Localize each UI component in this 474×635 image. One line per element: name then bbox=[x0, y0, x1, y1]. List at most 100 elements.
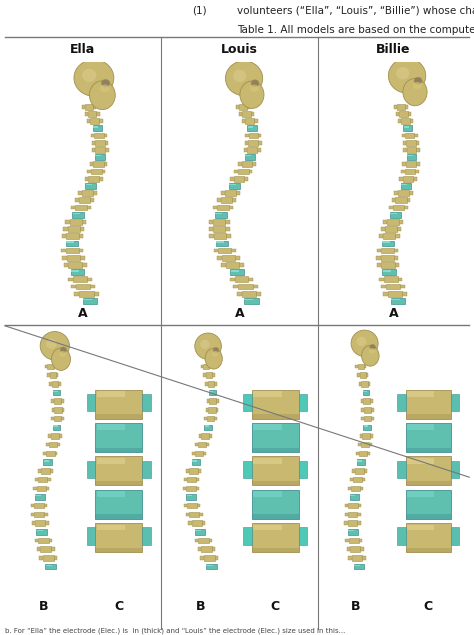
Bar bbox=[234, 170, 238, 173]
Bar bbox=[57, 443, 60, 446]
Bar bbox=[248, 133, 258, 138]
Bar bbox=[396, 112, 399, 116]
Bar bbox=[203, 364, 210, 369]
Bar bbox=[45, 521, 48, 525]
Bar bbox=[363, 391, 367, 392]
Bar bbox=[210, 364, 211, 368]
Bar bbox=[359, 538, 363, 542]
Bar bbox=[361, 417, 364, 420]
Bar bbox=[405, 133, 414, 138]
Bar bbox=[50, 469, 53, 472]
Bar bbox=[252, 523, 299, 552]
Text: A: A bbox=[389, 307, 398, 320]
Bar bbox=[257, 148, 261, 152]
Bar bbox=[54, 364, 56, 368]
Bar bbox=[407, 154, 417, 160]
Bar bbox=[191, 460, 200, 465]
Bar bbox=[44, 460, 49, 462]
Bar bbox=[255, 119, 257, 123]
Bar bbox=[201, 547, 212, 552]
Bar bbox=[407, 147, 416, 153]
Bar bbox=[390, 211, 401, 218]
Bar bbox=[76, 284, 91, 290]
Bar bbox=[198, 538, 209, 543]
Bar bbox=[68, 277, 73, 281]
Bar bbox=[97, 424, 125, 431]
Bar bbox=[398, 277, 402, 281]
Bar bbox=[404, 126, 409, 128]
Bar bbox=[357, 521, 361, 525]
Bar bbox=[91, 118, 100, 124]
Bar bbox=[95, 514, 142, 519]
Bar bbox=[213, 226, 225, 232]
Ellipse shape bbox=[414, 77, 422, 84]
Bar bbox=[82, 105, 84, 109]
Bar bbox=[416, 148, 419, 152]
Bar bbox=[386, 284, 400, 290]
Bar bbox=[248, 126, 253, 128]
Bar bbox=[254, 424, 282, 431]
Bar bbox=[49, 372, 56, 378]
Bar bbox=[192, 451, 195, 455]
Bar bbox=[245, 141, 248, 145]
Bar bbox=[371, 417, 374, 420]
Bar bbox=[47, 373, 49, 377]
Bar bbox=[184, 504, 187, 507]
Bar bbox=[242, 291, 256, 297]
Bar bbox=[59, 434, 62, 438]
Text: volunteers (“Ella”, “Louis”, “Billie”) whose characteristics: volunteers (“Ella”, “Louis”, “Billie”) w… bbox=[237, 5, 474, 15]
Bar bbox=[397, 104, 405, 110]
Bar bbox=[245, 133, 248, 137]
Bar bbox=[414, 133, 418, 137]
Bar bbox=[209, 220, 213, 224]
Bar bbox=[87, 170, 91, 173]
Bar bbox=[251, 112, 254, 116]
Bar bbox=[53, 390, 60, 395]
Text: Louis: Louis bbox=[221, 43, 258, 56]
Bar bbox=[238, 104, 247, 110]
Bar bbox=[91, 133, 94, 137]
Bar bbox=[71, 269, 84, 275]
Bar bbox=[221, 263, 226, 267]
Bar bbox=[401, 118, 410, 124]
Bar bbox=[44, 504, 47, 507]
Bar bbox=[207, 399, 209, 403]
Bar bbox=[248, 140, 258, 145]
Bar bbox=[371, 399, 373, 403]
Bar bbox=[401, 183, 411, 189]
Bar bbox=[381, 255, 394, 261]
Ellipse shape bbox=[369, 348, 375, 354]
Bar bbox=[350, 547, 360, 552]
Bar bbox=[95, 490, 142, 519]
Bar bbox=[358, 504, 361, 507]
Bar bbox=[46, 564, 56, 570]
Bar bbox=[451, 461, 459, 478]
Bar bbox=[66, 248, 79, 253]
Bar bbox=[403, 148, 407, 152]
Bar bbox=[82, 220, 86, 224]
Bar bbox=[407, 424, 434, 431]
Bar bbox=[244, 298, 259, 304]
Bar bbox=[51, 433, 59, 439]
Bar bbox=[80, 227, 84, 231]
Bar bbox=[401, 184, 408, 185]
Bar bbox=[194, 538, 198, 542]
Bar bbox=[54, 416, 61, 422]
Text: Billie: Billie bbox=[376, 43, 410, 56]
Bar bbox=[383, 220, 387, 224]
Ellipse shape bbox=[59, 351, 66, 357]
Bar bbox=[225, 227, 229, 231]
Bar bbox=[65, 241, 78, 246]
Bar bbox=[258, 133, 261, 137]
Bar bbox=[405, 168, 415, 175]
Bar bbox=[404, 206, 408, 210]
Bar bbox=[407, 525, 434, 530]
Bar bbox=[391, 298, 405, 304]
Bar bbox=[362, 433, 370, 439]
Bar bbox=[252, 163, 256, 166]
Bar bbox=[369, 443, 372, 446]
Bar bbox=[406, 448, 451, 452]
Bar bbox=[398, 190, 409, 196]
Bar bbox=[252, 481, 299, 485]
Ellipse shape bbox=[413, 82, 421, 90]
